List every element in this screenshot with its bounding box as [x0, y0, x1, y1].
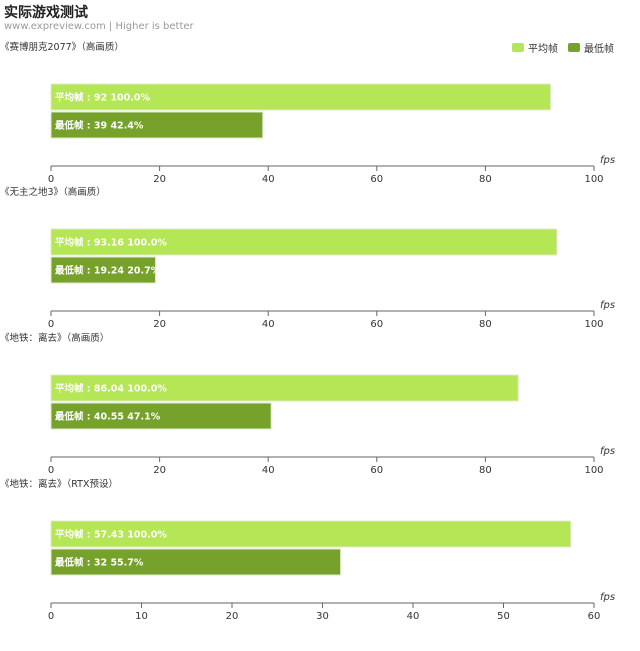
panel-3-bar-label-minimum: 最低帧 : 32 55.7%: [55, 557, 144, 569]
panel-0-tick-label-1: 20: [153, 174, 166, 185]
panel-0-bar-average: [50, 83, 552, 111]
panel-1-title: 《无主之地3》（高画质）: [0, 186, 106, 198]
panel-2-title: 《地铁：离去》（高画质）: [0, 332, 109, 344]
panel-0-tick-label-5: 100: [584, 174, 603, 185]
panel-2-tick-label-5: 100: [584, 465, 603, 476]
panel-2-bar-label-minimum: 最低帧 : 40.55 47.1%: [55, 411, 161, 423]
panel-0-tick-label-0: 0: [48, 174, 54, 185]
panel-2-tick-label-1: 20: [153, 465, 166, 476]
panel-1-tick-label-4: 80: [479, 319, 492, 330]
panel-2-axis-unit: fps: [600, 446, 615, 457]
panel-3-title: 《地铁：离去》（RTX预设）: [0, 478, 118, 490]
legend-label-minimum: 最低帧: [584, 44, 614, 55]
panel-0-axis-unit: fps: [600, 155, 615, 166]
panel-0-tick-label-3: 60: [370, 174, 383, 185]
panel-2-tick-label-3: 60: [370, 465, 383, 476]
legend-item-minimum[interactable]: 最低帧: [568, 40, 614, 55]
panel-3-tick-label-3: 30: [316, 611, 329, 622]
panel-3-tick-label-0: 0: [48, 611, 54, 622]
legend-swatch-minimum: [568, 43, 580, 52]
legend-label-average: 平均帧: [528, 44, 558, 55]
panel-2-tick-label-0: 0: [48, 465, 54, 476]
panel-3-tick-label-2: 20: [226, 611, 239, 622]
panel-2-tick-label-2: 40: [262, 465, 275, 476]
panel-2-bar-average: [50, 374, 519, 402]
panel-3-tick-label-4: 40: [407, 611, 420, 622]
panel-1-tick-label-5: 100: [584, 319, 603, 330]
panel-0-title: 《赛博朋克2077》（高画质）: [0, 41, 124, 53]
page-subtitle: www.expreview.com | Higher is better: [4, 21, 194, 32]
panel-1-bar-minimum: [50, 256, 156, 284]
legend: 平均帧 最低帧: [512, 40, 614, 55]
panel-3-tick-label-6: 60: [588, 611, 601, 622]
legend-item-average[interactable]: 平均帧: [512, 40, 558, 55]
panel-3-axis-unit: fps: [600, 592, 615, 603]
panel-2-bar-minimum: [50, 402, 272, 430]
panel-2-bar-label-average: 平均帧 : 86.04 100.0%: [55, 383, 167, 395]
panel-0-bar-label-minimum: 最低帧 : 39 42.4%: [55, 120, 144, 132]
panel-1-axis-unit: fps: [600, 300, 615, 311]
panel-1-bar-label-minimum: 最低帧 : 19.24 20.7%: [55, 265, 161, 277]
panel-3-tick-label-1: 10: [135, 611, 148, 622]
panel-1-tick-label-0: 0: [48, 319, 54, 330]
panel-3-tick-label-5: 50: [497, 611, 510, 622]
panel-0-tick-label-2: 40: [262, 174, 275, 185]
panel-3-bar-minimum: [50, 548, 342, 576]
panel-1-bar-label-average: 平均帧 : 93.16 100.0%: [55, 237, 167, 249]
panel-1-tick-label-2: 40: [262, 319, 275, 330]
panel-3-bar-label-average: 平均帧 : 57.43 100.0%: [55, 529, 167, 541]
panel-0-bar-label-average: 平均帧 : 92 100.0%: [55, 92, 150, 104]
page-title: 实际游戏测试: [4, 5, 88, 21]
panel-2-tick-label-4: 80: [479, 465, 492, 476]
panel-1-bar-average: [50, 228, 558, 256]
panel-1-tick-label-1: 20: [153, 319, 166, 330]
panel-3-bar-average: [50, 520, 572, 548]
panel-0-tick-label-4: 80: [479, 174, 492, 185]
legend-swatch-average: [512, 43, 524, 52]
panel-0-bar-minimum: [50, 111, 264, 139]
panel-1-tick-label-3: 60: [370, 319, 383, 330]
